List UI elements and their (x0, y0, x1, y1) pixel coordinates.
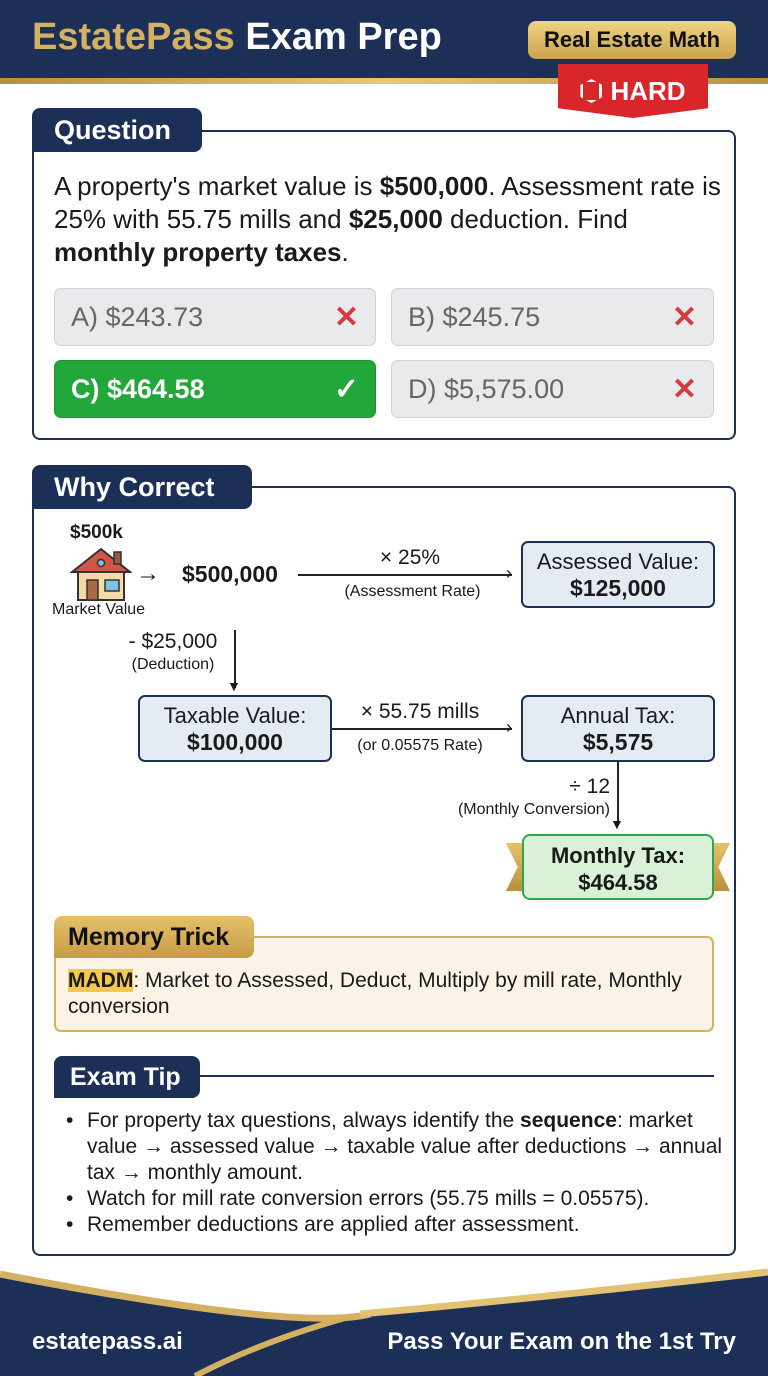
arrow-head-icon: › (506, 717, 512, 737)
check-icon: ✓ (333, 372, 359, 406)
footer-bar (0, 1268, 768, 1376)
rate-note: (Assessment Rate) (344, 583, 481, 600)
assessed-box: Assessed Value: $125,000 (521, 541, 715, 608)
memory-trick-box: MADM: Market to Assessed, Deduct, Multip… (54, 936, 714, 1032)
arrow-line (234, 630, 236, 688)
house-value: $500k (70, 522, 123, 543)
div-note: (Monthly Conversion) (457, 801, 610, 818)
arrow-line (298, 574, 512, 576)
title-rest: Exam Prep (245, 16, 442, 58)
hexagon-icon (580, 79, 603, 103)
arrow-line (617, 762, 619, 822)
deduct-note: (Deduction) (131, 656, 215, 673)
category-badge: Real Estate Math (528, 21, 736, 59)
brand-name: EstatePass (32, 16, 235, 58)
difficulty-ribbon: HARD (558, 64, 708, 118)
question-text: A property's market value is $500,000. A… (54, 171, 721, 267)
deduct-op: - $25,000 (128, 630, 218, 653)
tip-item: Remember deductions are applied after as… (66, 1212, 726, 1238)
div-op: ÷ 12 (569, 775, 610, 798)
arrow-down-icon: ▼ (227, 678, 241, 694)
arrow-head-icon: › (506, 563, 512, 583)
header-divider (0, 78, 768, 84)
option-c[interactable]: C) $464.58 ✓ (54, 360, 376, 418)
footer-site[interactable]: estatepass.ai (32, 1328, 183, 1355)
mill-op: × 55.75 mills (360, 700, 480, 723)
difficulty-label: HARD (610, 75, 686, 106)
app-title: EstatePass Exam Prep (32, 16, 442, 59)
tip-list: For property tax questions, always ident… (66, 1108, 726, 1238)
question-panel (32, 130, 736, 440)
memory-trick-tab: Memory Trick (54, 916, 254, 958)
arrow-down-icon: ▼ (610, 816, 624, 832)
option-d[interactable]: D) $5,575.00 ✕ (391, 360, 714, 418)
arrow-line (332, 728, 512, 730)
rate-op: × 25% (379, 546, 441, 569)
annual-box: Annual Tax: $5,575 (521, 695, 715, 762)
x-icon: ✕ (671, 300, 697, 334)
option-a[interactable]: A) $243.73 ✕ (54, 288, 376, 346)
mill-note: (or 0.05575 Rate) (357, 737, 483, 754)
acronym: MADM (68, 969, 134, 992)
exam-tip-tab: Exam Tip (54, 1056, 200, 1098)
footer-slogan: Pass Your Exam on the 1st Try (387, 1328, 736, 1355)
option-b[interactable]: B) $245.75 ✕ (391, 288, 714, 346)
tip-item: Watch for mill rate conversion errors (5… (66, 1186, 726, 1212)
why-correct-panel (32, 486, 736, 1256)
arrow-right-icon: → (136, 560, 160, 587)
divider (200, 1075, 714, 1077)
x-icon: ✕ (333, 300, 359, 334)
tip-item: For property tax questions, always ident… (66, 1108, 726, 1186)
market-value: $500,000 (182, 561, 278, 587)
question-tab: Question (32, 108, 202, 152)
house-caption: Market Value (52, 601, 146, 618)
x-icon: ✕ (671, 372, 697, 406)
house-icon (70, 547, 132, 601)
taxable-box: Taxable Value: $100,000 (138, 695, 332, 762)
monthly-tax-box: Monthly Tax: $464.58 (522, 834, 714, 900)
why-correct-tab: Why Correct (32, 465, 252, 509)
